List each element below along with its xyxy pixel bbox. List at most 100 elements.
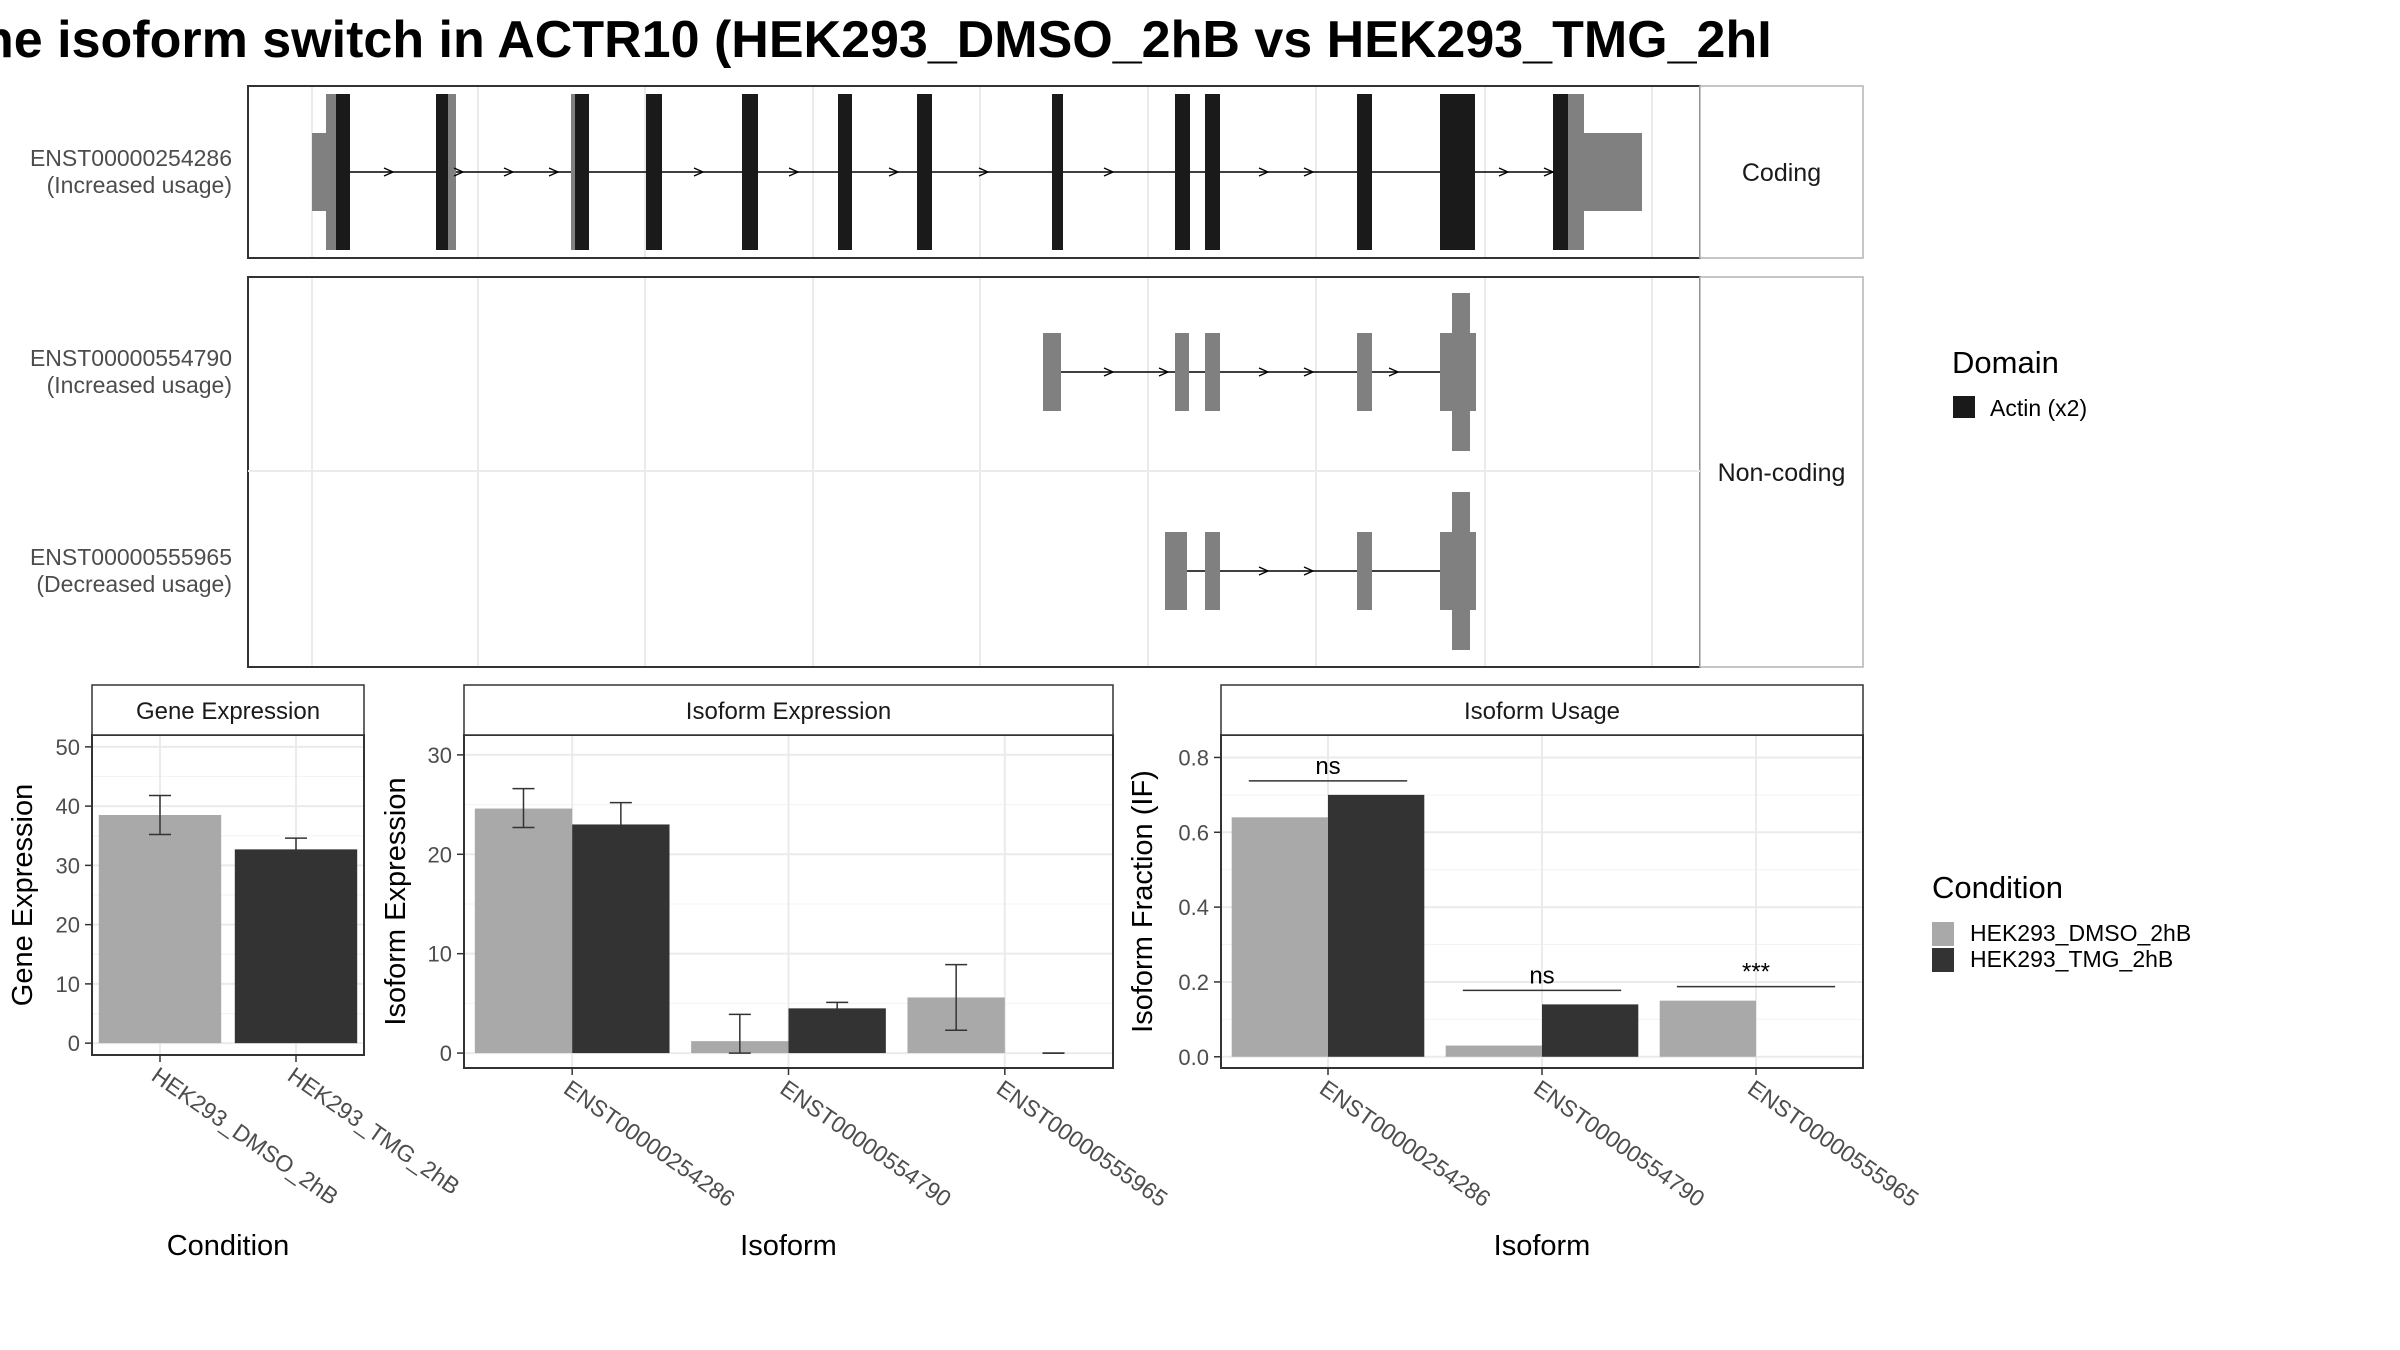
- x-tick-label: ENST00000554790: [1529, 1075, 1709, 1212]
- y-axis-title: Gene Expression: [7, 784, 39, 1006]
- intron-direction-arrow: [1543, 167, 1555, 177]
- intron-direction-arrow: [453, 167, 465, 177]
- x-tick-label: ENST00000254286: [559, 1075, 739, 1212]
- panel-strip-title: Isoform Expression: [686, 698, 891, 725]
- actin-domain-block: [436, 94, 448, 250]
- bar: [98, 815, 222, 1044]
- x-tick-label: ENST00000555965: [1743, 1075, 1923, 1212]
- y-tick-label: 0: [68, 1031, 80, 1056]
- bar: [788, 1008, 886, 1054]
- exon: [1452, 492, 1470, 650]
- utr-exon: [1584, 133, 1642, 211]
- exon: [1568, 94, 1584, 250]
- bar: [1231, 817, 1328, 1057]
- y-tick-label: 40: [56, 794, 80, 819]
- actin-domain-block: [1357, 94, 1372, 250]
- intron-direction-arrow: [1303, 566, 1315, 576]
- intron-direction-arrow: [1258, 566, 1270, 576]
- intron-direction-arrow: [1103, 367, 1115, 377]
- panel-strip: [91, 684, 365, 736]
- transcript-id-label: ENST00000554790: [30, 345, 232, 371]
- significance-label: ns: [1315, 753, 1340, 780]
- intron-direction-arrow: [693, 167, 705, 177]
- transcript-status-label: (Increased usage): [47, 172, 232, 198]
- y-tick-label: 10: [428, 942, 452, 967]
- bar: [1542, 1004, 1639, 1057]
- transcript-id-label: ENST00000555965: [30, 544, 232, 570]
- exon: [1043, 333, 1061, 411]
- intron-direction-arrow: [1388, 367, 1400, 377]
- panel-strip: [463, 684, 1114, 736]
- panel-strip: [1220, 684, 1864, 736]
- transcript-status-label: (Decreased usage): [36, 571, 232, 597]
- isoform-expression-chart: Isoform Expression 0 10 20 30 Isoform Express…: [380, 684, 1172, 1262]
- utr-exon: [312, 133, 328, 211]
- exon: [571, 94, 577, 250]
- intron-direction-arrow: [978, 167, 990, 177]
- intron-direction-arrow: [1498, 167, 1510, 177]
- exon: [1175, 333, 1189, 411]
- y-tick-label: 50: [56, 735, 80, 760]
- exon: [1205, 333, 1220, 411]
- condition-legend-swatch: [1932, 922, 1954, 946]
- domain-legend-swatch: [1953, 396, 1975, 418]
- y-tick-label: 10: [56, 972, 80, 997]
- intron-direction-arrow: [788, 167, 800, 177]
- domain-legend-title: Domain: [1952, 345, 2059, 380]
- panel-strip-title: Gene Expression: [136, 698, 320, 725]
- y-axis-title: Isoform Expression: [380, 777, 412, 1025]
- actin-domain-block: [1175, 94, 1190, 250]
- exon: [1205, 532, 1220, 610]
- actin-domain-block: [1440, 94, 1475, 250]
- actin-domain-block: [646, 94, 662, 250]
- actin-domain-block: [336, 94, 350, 250]
- coding-facet-strip: [1699, 85, 1864, 259]
- intron-direction-arrow: [503, 167, 515, 177]
- y-tick-label: 0.6: [1178, 820, 1209, 845]
- significance-label: ns: [1529, 962, 1554, 989]
- gene-structure-panel: CodingNon-codingENST00000254286(Increase…: [30, 85, 1864, 668]
- intron-direction-arrow: [1158, 367, 1170, 377]
- x-axis-title: Condition: [167, 1230, 290, 1262]
- x-axis-title: Isoform: [740, 1230, 837, 1262]
- condition-legend-label: HEK293_DMSO_2hB: [1970, 920, 2191, 946]
- actin-domain-block: [917, 94, 932, 250]
- bar: [1328, 794, 1425, 1057]
- x-tick-label: ENST00000554790: [776, 1075, 956, 1212]
- x-axis-title: Isoform: [1494, 1230, 1591, 1262]
- domain-legend-label: Actin (x2): [1990, 395, 2087, 421]
- actin-domain-block: [1553, 94, 1568, 250]
- domain-legend: Domain Actin (x2): [1952, 345, 2087, 421]
- y-tick-label: 0.0: [1178, 1045, 1209, 1070]
- significance-label: ***: [1742, 959, 1770, 986]
- condition-legend-label: HEK293_TMG_2hB: [1970, 946, 2173, 972]
- bar: [474, 808, 573, 1054]
- bar: [1445, 1045, 1542, 1057]
- intron-direction-arrow: [1103, 167, 1115, 177]
- intron-direction-arrow: [548, 167, 560, 177]
- figure-title: he isoform switch in ACTR10 (HEK293_DMSO…: [0, 11, 1772, 69]
- x-tick-label: ENST00000254286: [1315, 1075, 1495, 1212]
- x-tick-label: ENST00000555965: [992, 1075, 1172, 1212]
- y-tick-label: 30: [428, 743, 452, 768]
- actin-domain-block: [1052, 94, 1063, 250]
- isoform-usage-chart: ns ns *** Isoform Usage 0.0 0.2 0.4 0.6 0.8 Isofo…: [1127, 684, 1924, 1262]
- bar: [572, 824, 670, 1054]
- exon: [1165, 532, 1187, 610]
- transcript-status-label: (Increased usage): [47, 372, 232, 398]
- exon: [1357, 333, 1372, 411]
- y-tick-label: 0.8: [1178, 745, 1209, 770]
- y-tick-label: 30: [56, 853, 80, 878]
- intron-direction-arrow: [1258, 167, 1270, 177]
- actin-domain-block: [1205, 94, 1220, 250]
- panel-strip-title: Isoform Usage: [1464, 698, 1620, 725]
- y-tick-label: 0: [440, 1041, 452, 1066]
- noncoding-facet-strip: [1699, 276, 1864, 668]
- condition-legend-swatch: [1932, 948, 1954, 972]
- y-tick-label: 0.2: [1178, 970, 1209, 995]
- bar: [234, 849, 358, 1044]
- coding-facet-strip-label: Coding: [1742, 159, 1821, 187]
- exon: [1357, 532, 1372, 610]
- noncoding-facet-strip-label: Non-coding: [1718, 459, 1846, 487]
